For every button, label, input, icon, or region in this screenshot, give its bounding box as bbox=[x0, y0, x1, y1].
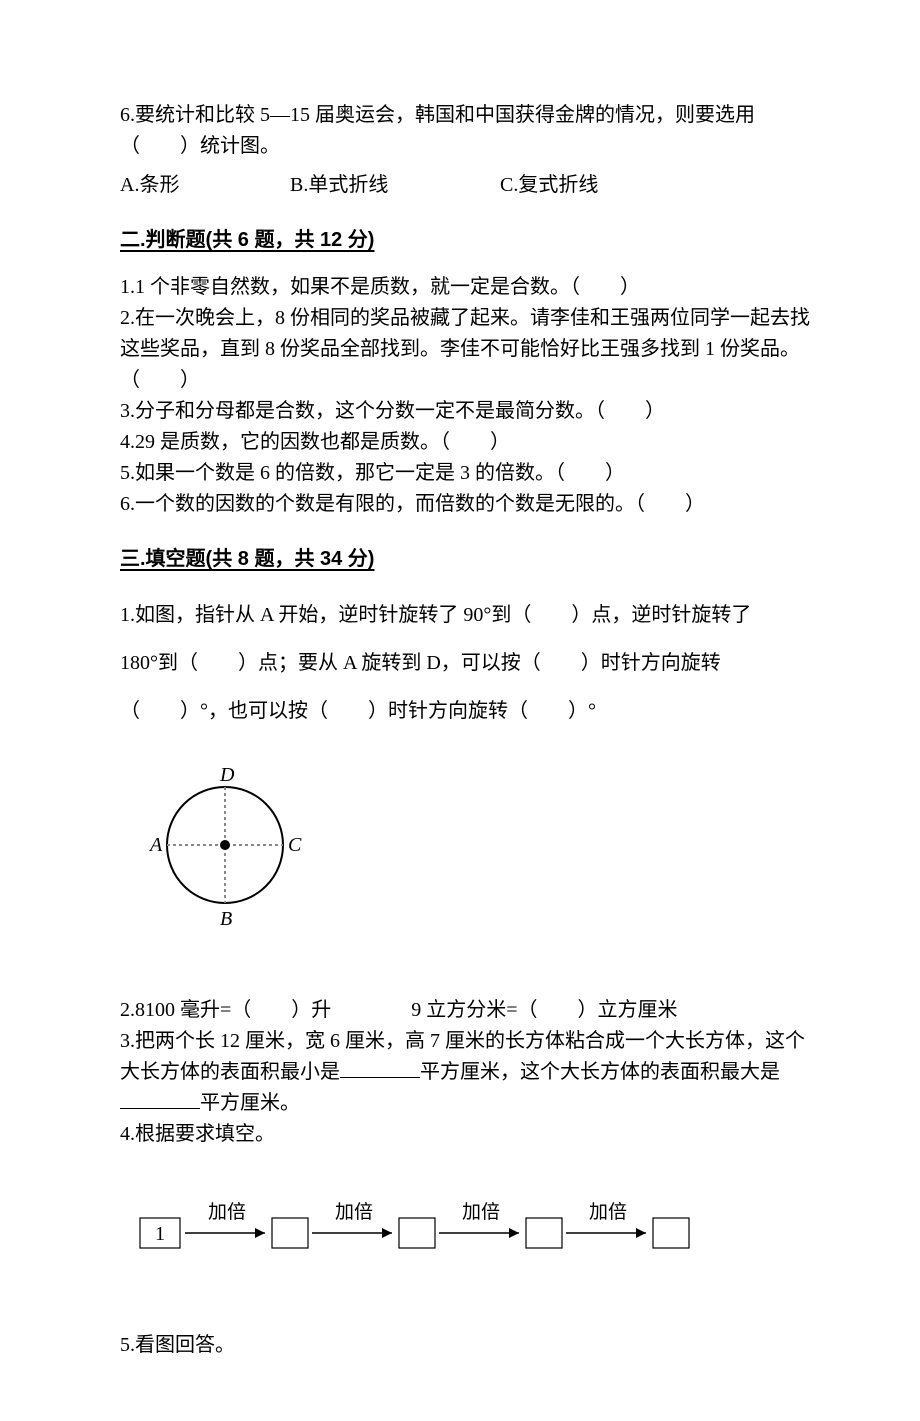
s3-q5: 5.看图回答。 bbox=[120, 1330, 810, 1361]
section3-header: 三.填空题(共 8 题，共 34 分) bbox=[120, 544, 810, 575]
s3-q1-line3: （ ）°，也可以按（ ）时针方向旋转（ ）° bbox=[120, 687, 810, 735]
section2-header: 二.判断题(共 6 题，共 12 分) bbox=[120, 225, 810, 256]
chain-diagram: 1 加倍 加倍 加倍 加倍 bbox=[130, 1200, 810, 1270]
s2-item: 4.29 是质数，它的因数也都是质数。（ ） bbox=[120, 427, 810, 458]
q6-opt-a: A.条形 bbox=[120, 170, 290, 201]
s2-item: 2.在一次晚会上，8 份相同的奖品被藏了起来。请李佳和王强两位同学一起去找这些奖… bbox=[120, 303, 810, 396]
chain-label: 加倍 bbox=[462, 1201, 500, 1223]
q6-options: A.条形 B.单式折线 C.复式折线 bbox=[120, 170, 810, 201]
s3-q1-line1: 1.如图，指针从 A 开始，逆时针旋转了 90°到（ ）点，逆时针旋转了 bbox=[120, 591, 810, 639]
s3-q2: 2.8100 毫升=（ ）升 9 立方分米=（ ）立方厘米 bbox=[120, 995, 810, 1026]
circle-diagram: A C D B bbox=[130, 765, 810, 945]
section2-body: 1.1 个非零自然数，如果不是质数，就一定是合数。（ ） 2.在一次晚会上，8 … bbox=[120, 272, 810, 520]
s3-q3: 3.把两个长 12 厘米，宽 6 厘米，高 7 厘米的长方体粘合成一个大长方体，… bbox=[120, 1026, 810, 1119]
s2-item: 1.1 个非零自然数，如果不是质数，就一定是合数。（ ） bbox=[120, 272, 810, 303]
chain-label: 加倍 bbox=[208, 1201, 246, 1223]
diag-label-c: C bbox=[288, 834, 302, 856]
s2-item: 5.如果一个数是 6 的倍数，那它一定是 3 的倍数。（ ） bbox=[120, 458, 810, 489]
s3-q4: 4.根据要求填空。 bbox=[120, 1119, 810, 1150]
s2-item: 6.一个数的因数的个数是有限的，而倍数的个数是无限的。（ ） bbox=[120, 489, 810, 520]
diag-label-b: B bbox=[220, 908, 232, 930]
chain-start: 1 bbox=[155, 1223, 165, 1245]
q6-opt-b: B.单式折线 bbox=[290, 170, 500, 201]
diag-label-d: D bbox=[219, 765, 235, 786]
s3-q1: 1.如图，指针从 A 开始，逆时针旋转了 90°到（ ）点，逆时针旋转了 180… bbox=[120, 591, 810, 735]
q6-text: 6.要统计和比较 5—15 届奥运会，韩国和中国获得金牌的情况，则要选用（ ）统… bbox=[120, 100, 810, 162]
s3-q1-line2: 180°到（ ）点；要从 A 旋转到 D，可以按（ ）时针方向旋转 bbox=[120, 639, 810, 687]
chain-label: 加倍 bbox=[589, 1201, 627, 1223]
s2-item: 3.分子和分母都是合数，这个分数一定不是最简分数。（ ） bbox=[120, 396, 810, 427]
diag-label-a: A bbox=[148, 834, 163, 856]
chain-label: 加倍 bbox=[335, 1201, 373, 1223]
q6-opt-c: C.复式折线 bbox=[500, 170, 598, 201]
